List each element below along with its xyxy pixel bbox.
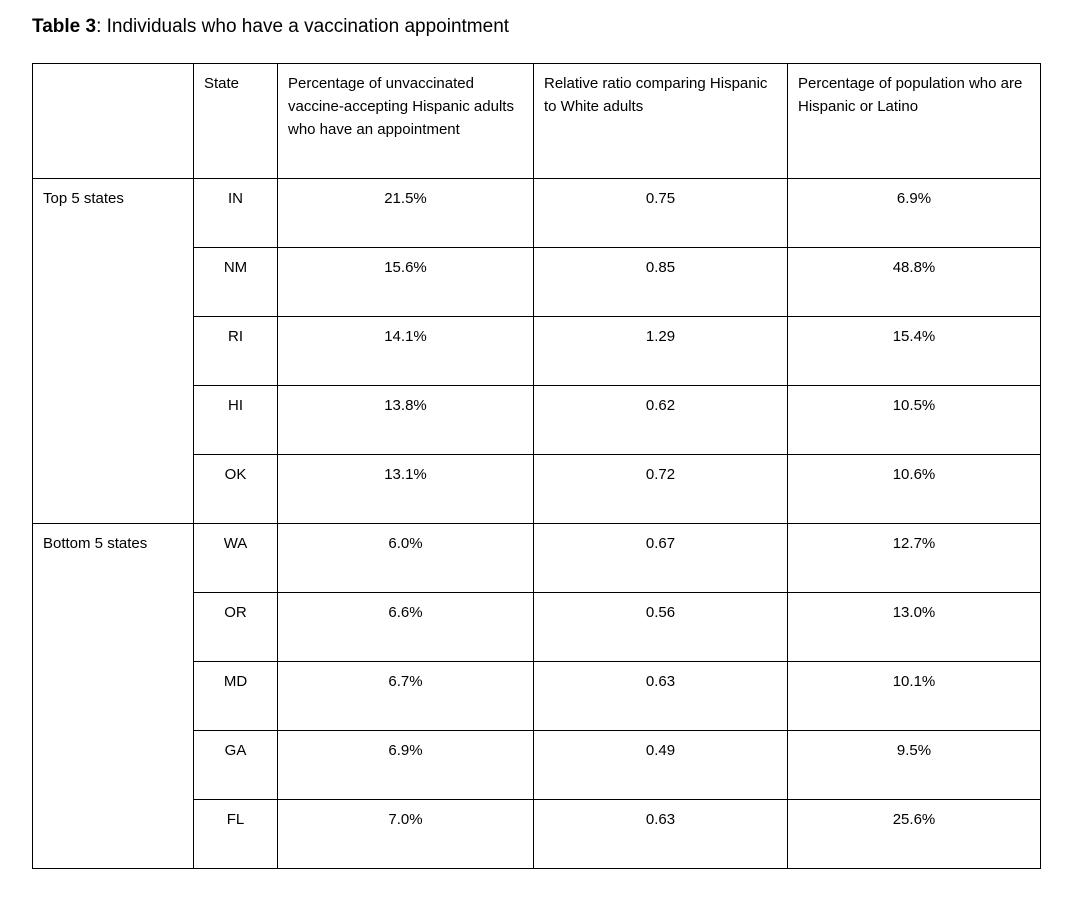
pct-appointment-cell: 15.6% <box>277 247 534 317</box>
pct-population-cell: 12.7% <box>787 523 1041 593</box>
table-row: OK 13.1% 0.72 10.6% <box>33 454 1041 524</box>
table-row: HI 13.8% 0.62 10.5% <box>33 385 1041 455</box>
pct-population-cell: 13.0% <box>787 592 1041 662</box>
header-relative-ratio: Relative ratio comparing Hispanic to Whi… <box>533 63 788 179</box>
pct-population-cell: 25.6% <box>787 799 1041 869</box>
pct-appointment-cell: 14.1% <box>277 316 534 386</box>
pct-appointment-cell: 13.8% <box>277 385 534 455</box>
table-body: Top 5 states IN 21.5% 0.75 6.9% NM 15.6% 0.85 48… <box>32 178 1041 869</box>
state-cell: OK <box>193 454 278 524</box>
pct-appointment-cell: 21.5% <box>277 178 534 248</box>
relative-ratio-cell: 0.56 <box>533 592 788 662</box>
relative-ratio-cell: 0.72 <box>533 454 788 524</box>
header-pct-appointment: Percentage of unvaccinated vaccine-accep… <box>277 63 534 179</box>
relative-ratio-cell: 0.75 <box>533 178 788 248</box>
table-row: Bottom 5 states WA 6.0% 0.67 12.7% <box>32 523 1041 869</box>
header-state: State <box>193 63 278 179</box>
pct-appointment-cell: 6.0% <box>277 523 534 593</box>
state-cell: IN <box>193 178 278 248</box>
table-row: MD 6.7% 0.63 10.1% <box>33 661 1041 731</box>
pct-population-cell: 10.1% <box>787 661 1041 731</box>
state-cell: RI <box>193 316 278 386</box>
pct-population-cell: 9.5% <box>787 730 1041 800</box>
table-row: GA 6.9% 0.49 9.5% <box>33 730 1041 800</box>
pct-appointment-cell: 13.1% <box>277 454 534 524</box>
pct-appointment-cell: 6.7% <box>277 661 534 731</box>
pct-population-cell: 15.4% <box>787 316 1041 386</box>
pct-appointment-cell: 6.6% <box>277 592 534 662</box>
relative-ratio-cell: 1.29 <box>533 316 788 386</box>
relative-ratio-cell: 0.63 <box>533 799 788 869</box>
relative-ratio-cell: 0.62 <box>533 385 788 455</box>
relative-ratio-cell: 0.85 <box>533 247 788 317</box>
state-cell: OR <box>193 592 278 662</box>
table-row: RI 14.1% 1.29 15.4% <box>33 316 1041 386</box>
pct-population-cell: 48.8% <box>787 247 1041 317</box>
header-pct-population: Percentage of population who are Hispani… <box>787 63 1041 179</box>
state-cell: FL <box>193 799 278 869</box>
pct-population-cell: 10.5% <box>787 385 1041 455</box>
state-cell: NM <box>193 247 278 317</box>
table-title-label: Table 3 <box>32 16 97 37</box>
table-row: FL 7.0% 0.63 25.6% <box>33 799 1041 869</box>
state-cell: MD <box>193 661 278 731</box>
vaccination-appointment-table: State Percentage of unvaccinated vaccine… <box>32 63 1041 869</box>
relative-ratio-cell: 0.67 <box>533 523 788 593</box>
relative-ratio-cell: 0.63 <box>533 661 788 731</box>
group-label-cell: Top 5 states <box>32 178 194 524</box>
relative-ratio-cell: 0.49 <box>533 730 788 800</box>
pct-appointment-cell: 6.9% <box>277 730 534 800</box>
table-row: OR 6.6% 0.56 13.0% <box>33 592 1041 662</box>
table-title-text: : Individuals who have a vaccination app… <box>96 16 510 37</box>
state-cell: HI <box>193 385 278 455</box>
state-cell: WA <box>193 523 278 593</box>
header-row: State Percentage of unvaccinated vaccine… <box>32 63 1041 179</box>
pct-appointment-cell: 7.0% <box>277 799 534 869</box>
table-title: Table 3: Individuals who have a vaccinat… <box>32 16 1040 38</box>
group-label-cell: Bottom 5 states <box>32 523 194 869</box>
pct-population-cell: 10.6% <box>787 454 1041 524</box>
table-row: NM 15.6% 0.85 48.8% <box>33 247 1041 317</box>
pct-population-cell: 6.9% <box>787 178 1041 248</box>
table-row: Top 5 states IN 21.5% 0.75 6.9% <box>32 178 1041 524</box>
header-empty-cell <box>32 63 194 179</box>
state-cell: GA <box>193 730 278 800</box>
